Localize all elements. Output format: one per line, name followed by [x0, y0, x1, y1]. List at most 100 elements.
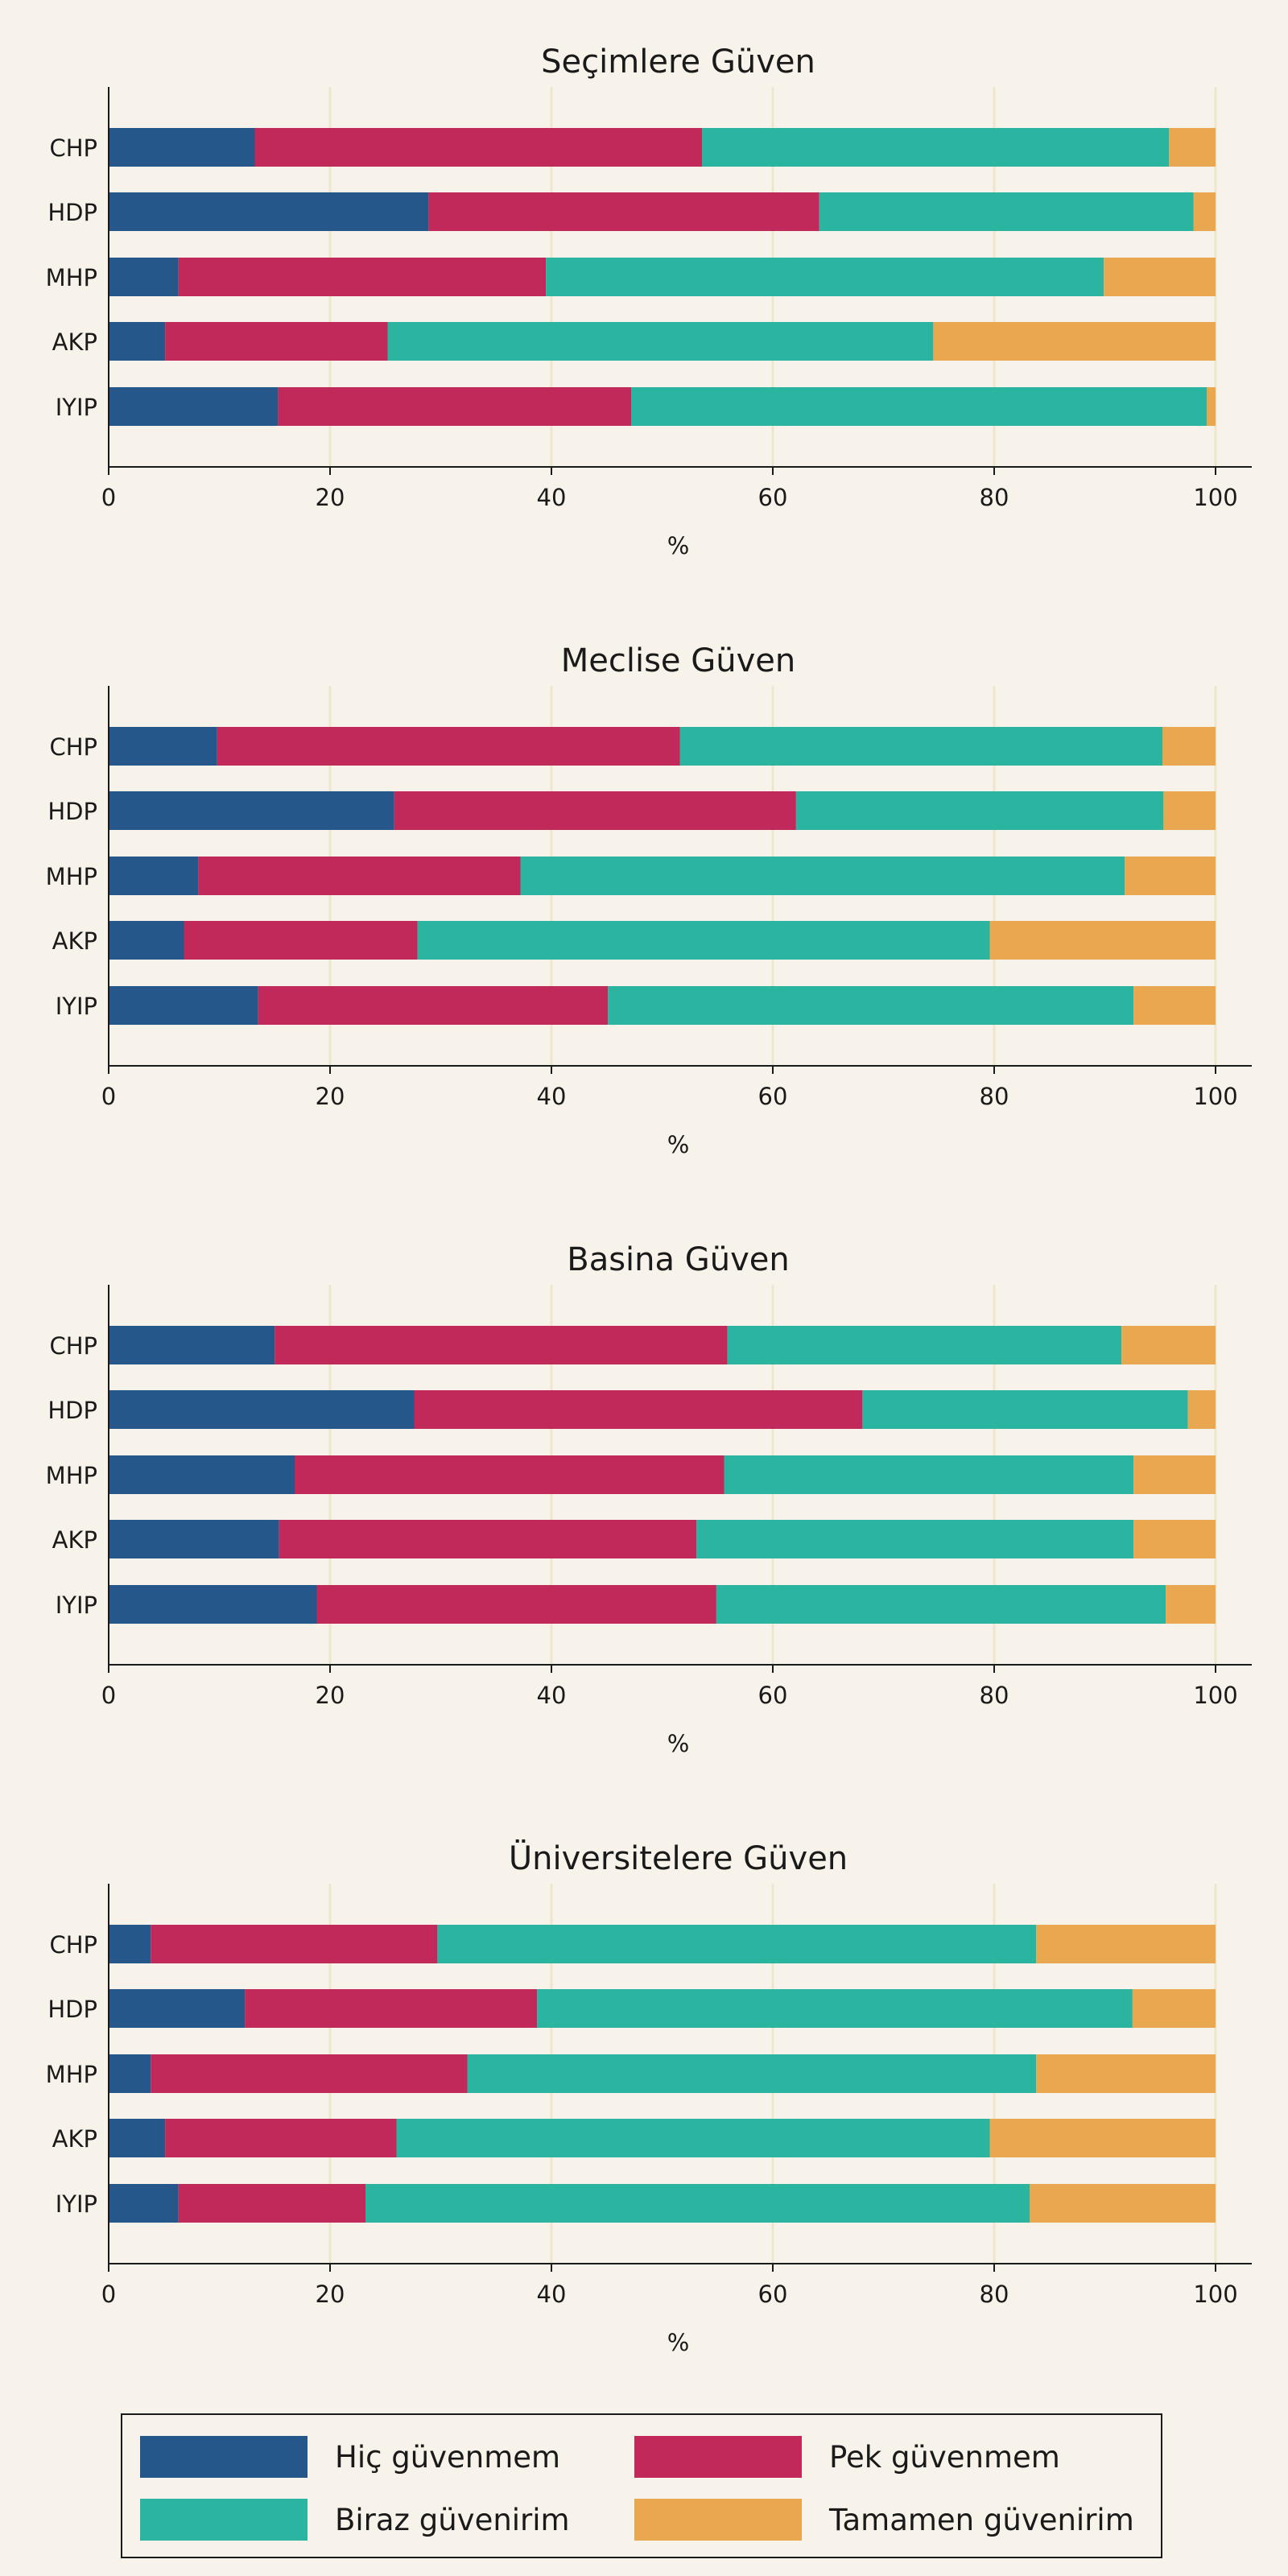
x-tick-label: 40	[537, 2281, 567, 2308]
bar-biraz	[467, 2054, 1037, 2093]
legend-item-tamamen: Tamamen güvenirim	[634, 2496, 1134, 2544]
bar-pek	[275, 1326, 728, 1364]
legend: Hiç güvenmem Pek güvenmem Biraz güveniri…	[121, 2413, 1162, 2558]
bar-hic	[109, 387, 279, 426]
chart-title: Üniversitelere Güven	[509, 1839, 848, 1877]
bar-biraz	[696, 1520, 1134, 1558]
x-tick-label: 40	[537, 484, 567, 511]
bar-biraz	[724, 1455, 1134, 1494]
x-tick-label: 80	[980, 2281, 1009, 2308]
bar-pek	[178, 2184, 365, 2223]
x-tick-label: 80	[980, 1682, 1009, 1709]
bar-biraz	[365, 2184, 1030, 2223]
bar-hic	[109, 2054, 151, 2093]
bar-pek	[165, 322, 388, 361]
bar-pek	[165, 2119, 397, 2157]
bar-tamamen	[1133, 1520, 1216, 1558]
bar-hic	[109, 192, 429, 231]
bar-hic	[109, 1989, 246, 2028]
bar-tamamen	[1104, 258, 1216, 296]
bar-biraz	[795, 791, 1164, 830]
bar-pek	[279, 1520, 697, 1558]
legend-label-pek: Pek güvenmem	[829, 2439, 1060, 2475]
category-label: AKP	[52, 328, 97, 356]
chart-title: Basina Güven	[567, 1241, 789, 1278]
legend-label-hic: Hiç güvenmem	[335, 2439, 561, 2475]
x-tick-label: 0	[101, 1083, 116, 1110]
x-tick-label: 20	[316, 1682, 345, 1709]
category-label: AKP	[52, 927, 97, 955]
bar-tamamen	[989, 2119, 1216, 2157]
bar-biraz	[679, 727, 1162, 766]
bar-tamamen	[1036, 2054, 1216, 2093]
x-tick-label: 80	[980, 1083, 1009, 1110]
bar-tamamen	[1169, 128, 1216, 167]
bar-hic	[109, 857, 199, 895]
category-label: IYIP	[56, 394, 97, 421]
bar-biraz	[520, 857, 1125, 895]
bar-biraz	[727, 1326, 1122, 1364]
bar-pek	[217, 727, 680, 766]
x-tick-label: 0	[101, 1682, 116, 1709]
bar-pek	[278, 387, 631, 426]
bar-tamamen	[1132, 1989, 1216, 2028]
bar-tamamen	[933, 322, 1216, 361]
bar-hic	[109, 1520, 279, 1558]
category-label: IYIP	[56, 993, 97, 1020]
bar-biraz	[702, 128, 1170, 167]
x-tick-label: 40	[537, 1682, 567, 1709]
bar-tamamen	[1030, 2184, 1216, 2223]
bar-biraz	[387, 322, 934, 361]
x-tick-label: 40	[537, 1083, 567, 1110]
bar-hic	[109, 1326, 275, 1364]
x-tick-label: 100	[1193, 1682, 1237, 1709]
bar-pek	[295, 1455, 724, 1494]
bar-biraz	[417, 921, 990, 960]
x-tick-label: 100	[1193, 484, 1237, 511]
bar-biraz	[437, 1925, 1037, 1963]
category-label: HDP	[47, 1397, 97, 1424]
bar-tamamen	[1193, 192, 1216, 231]
bar-pek	[414, 1390, 863, 1429]
bar-hic	[109, 1585, 317, 1624]
bar-tamamen	[1125, 857, 1216, 895]
category-label: IYIP	[56, 1591, 97, 1619]
category-label: MHP	[46, 2061, 97, 2088]
category-label: IYIP	[56, 2190, 97, 2218]
bar-hic	[109, 1390, 415, 1429]
x-tick-label: 60	[758, 1682, 788, 1709]
bar-hic	[109, 921, 184, 960]
bar-biraz	[537, 1989, 1133, 2028]
legend-item-biraz: Biraz güvenirim	[140, 2496, 570, 2544]
category-label: AKP	[52, 1526, 97, 1554]
category-label: CHP	[49, 733, 97, 761]
bar-tamamen	[1163, 791, 1216, 830]
x-tick-label: 20	[316, 484, 345, 511]
bar-tamamen	[1133, 986, 1216, 1025]
x-axis-label: %	[667, 1730, 690, 1757]
bar-pek	[258, 986, 609, 1025]
x-axis-label: %	[667, 1131, 690, 1158]
x-tick-label: 20	[316, 1083, 345, 1110]
bar-pek	[198, 857, 521, 895]
bar-biraz	[819, 192, 1194, 231]
bar-tamamen	[989, 921, 1216, 960]
x-tick-label: 60	[758, 2281, 788, 2308]
bar-biraz	[862, 1390, 1188, 1429]
bar-pek	[245, 1989, 538, 2028]
bar-tamamen	[1133, 1455, 1216, 1494]
legend-item-pek: Pek güvenmem	[634, 2433, 1060, 2481]
bar-pek	[254, 128, 702, 167]
legend-item-hic: Hiç güvenmem	[140, 2433, 560, 2481]
legend-label-tamamen: Tamamen güvenirim	[829, 2502, 1134, 2537]
category-label: CHP	[49, 1332, 97, 1360]
legend-swatch-biraz	[140, 2499, 308, 2541]
bar-tamamen	[1162, 727, 1216, 766]
x-tick-label: 60	[758, 484, 788, 511]
bar-pek	[316, 1585, 716, 1624]
bar-pek	[178, 258, 547, 296]
category-label: CHP	[49, 134, 97, 162]
chart-title: Meclise Güven	[561, 642, 795, 679]
legend-label-biraz: Biraz güvenirim	[335, 2502, 570, 2537]
category-label: MHP	[46, 1462, 97, 1489]
